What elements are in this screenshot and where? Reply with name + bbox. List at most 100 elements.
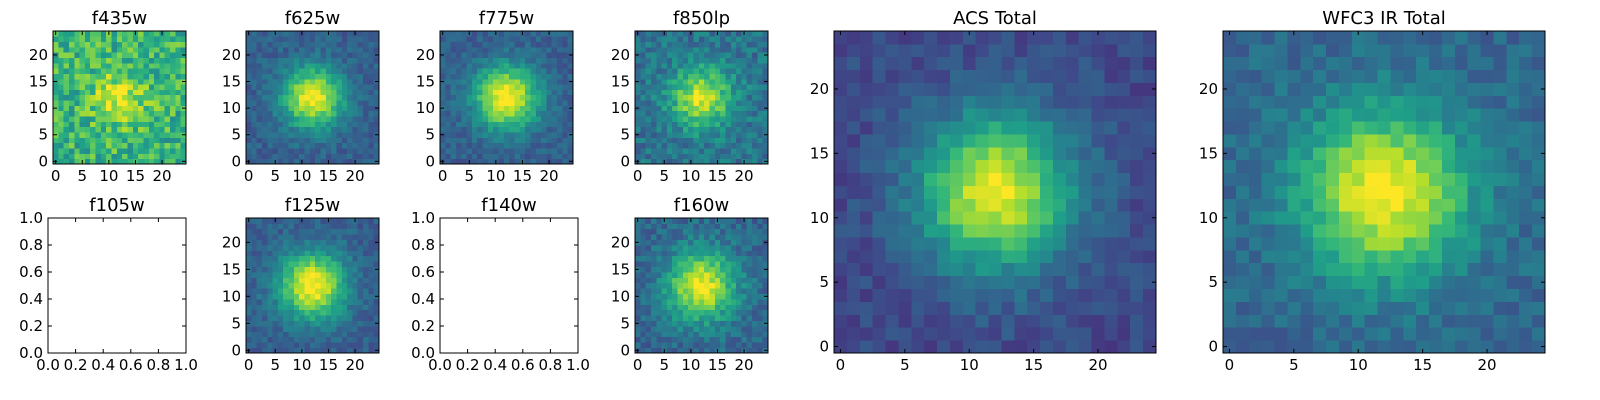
heatmap-cell: [709, 36, 716, 43]
heatmap-cell: [672, 132, 678, 138]
heatmap-cell: [336, 41, 343, 48]
heatmap-cell: [299, 288, 305, 294]
heatmap-cell: [503, 52, 510, 58]
heatmap-cell: [509, 158, 515, 165]
heatmap-cell: [872, 146, 886, 161]
heatmap-cell: [714, 239, 721, 246]
heatmap-cell: [325, 326, 332, 332]
heatmap-cell: [725, 68, 732, 74]
heatmap-cell: [1078, 121, 1092, 135]
x-tick-label: 0.0: [36, 356, 60, 374]
heatmap-cell: [650, 326, 657, 332]
heatmap-cell: [450, 68, 457, 74]
heatmap-cell: [251, 73, 258, 80]
heatmap-cell: [368, 36, 375, 43]
heatmap-cell: [509, 52, 515, 58]
heatmap-cell: [455, 121, 462, 128]
heatmap-cell: [736, 110, 742, 117]
heatmap-cell: [1001, 31, 1015, 45]
heatmap-cell: [645, 250, 652, 257]
heatmap-cell: [725, 245, 732, 251]
heatmap-cell: [74, 116, 80, 122]
heatmap-cell: [937, 69, 951, 83]
heatmap-cell: [246, 57, 252, 64]
heatmap-cell: [714, 132, 721, 138]
heatmap-cell: [1300, 198, 1314, 212]
heatmap-cell: [693, 293, 700, 300]
heatmap-cell: [127, 31, 134, 37]
heatmap-cell: [450, 94, 457, 101]
heatmap-cell: [132, 73, 139, 80]
heatmap-cell: [635, 331, 641, 338]
heatmap-cell: [122, 137, 128, 144]
heatmap-cell: [309, 105, 316, 112]
heatmap-cell: [762, 84, 769, 90]
heatmap-cell: [256, 36, 263, 43]
heatmap-cell: [357, 46, 364, 53]
heatmap-cell: [148, 68, 155, 74]
heatmap-cell: [331, 73, 337, 80]
heatmap-cell: [315, 336, 321, 343]
heatmap-cell: [251, 46, 258, 53]
heatmap-cell: [175, 153, 182, 160]
heatmap-cell: [937, 56, 951, 71]
heatmap-cell: [148, 94, 155, 101]
heatmap-cell: [709, 272, 716, 278]
heatmap-cell: [261, 250, 268, 257]
heatmap-cell: [445, 84, 452, 90]
heatmap-cell: [304, 36, 311, 43]
heatmap-cell: [650, 73, 657, 80]
heatmap-cell: [63, 57, 70, 64]
heatmap-cell: [84, 68, 91, 74]
heatmap-cell: [682, 309, 689, 316]
heatmap-cell: [368, 142, 375, 149]
heatmap-cell: [1287, 249, 1301, 264]
heatmap-cell: [757, 46, 764, 53]
heatmap-cell: [949, 43, 964, 58]
heatmap-cell: [693, 62, 700, 69]
heatmap-cell: [762, 336, 769, 343]
heatmap-cell: [325, 320, 332, 327]
heatmap-cell: [656, 239, 662, 246]
heatmap-cell: [154, 158, 160, 165]
heatmap-cell: [1338, 224, 1353, 238]
heatmap-cell: [58, 41, 65, 48]
heatmap-cell: [175, 158, 182, 165]
heatmap-cell: [325, 94, 332, 101]
heatmap-cell: [1429, 275, 1443, 289]
heatmap-cell: [1001, 159, 1015, 174]
heatmap-cell: [256, 288, 263, 294]
heatmap-cell: [704, 326, 710, 332]
heatmap-cell: [1052, 185, 1067, 199]
heatmap-cell: [962, 314, 977, 328]
heatmap-cell: [267, 293, 273, 300]
heatmap-cell: [1014, 314, 1028, 328]
panel-title: f625w: [285, 8, 340, 29]
heatmap-cell: [834, 327, 848, 341]
heatmap-cell: [688, 304, 694, 311]
heatmap-cell: [440, 46, 446, 53]
heatmap-cell: [661, 52, 668, 58]
heatmap-cell: [645, 282, 652, 289]
heatmap-cell: [74, 137, 80, 144]
heatmap-cell: [1014, 224, 1028, 238]
heatmap-cell: [730, 272, 737, 278]
heatmap-cell: [373, 126, 380, 133]
heatmap-cell: [246, 223, 252, 230]
heatmap-cell: [988, 301, 1002, 315]
heatmap-cell: [74, 52, 80, 58]
heatmap-cell: [1274, 288, 1288, 302]
heatmap-cell: [682, 116, 689, 122]
heatmap-cell: [304, 105, 311, 112]
heatmap-cell: [1287, 327, 1301, 341]
heatmap-cell: [672, 142, 678, 149]
heatmap-cell: [293, 153, 300, 160]
heatmap-cell: [341, 121, 348, 128]
heatmap-cell: [336, 331, 343, 338]
heatmap-cell: [757, 116, 764, 122]
heatmap-cell: [68, 84, 75, 90]
heatmap-cell: [246, 137, 252, 144]
heatmap-cell: [656, 142, 662, 149]
heatmap-cell: [455, 52, 462, 58]
heatmap-cell: [666, 153, 673, 160]
